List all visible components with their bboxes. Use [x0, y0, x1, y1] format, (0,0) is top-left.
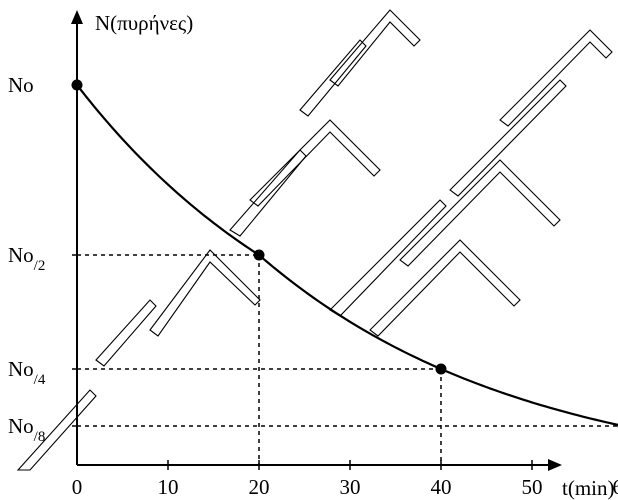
y-tick-label: No/8	[8, 414, 45, 445]
watermark-stroke	[499, 29, 613, 127]
watermark-stroke	[329, 199, 447, 317]
x-tick-label: 60	[613, 475, 618, 499]
watermark-stroke	[369, 239, 521, 337]
y-tick-label: No	[8, 73, 34, 97]
x-tick-labels: 0 10 20 30 40 50 60	[72, 460, 618, 499]
x-tick-label: 40	[431, 475, 452, 499]
axes	[71, 10, 562, 471]
x-tick-label: 50	[522, 475, 543, 499]
watermark-stroke	[149, 249, 261, 337]
data-points	[71, 79, 618, 429]
x-tick-label: 20	[249, 475, 270, 499]
data-point	[435, 363, 447, 375]
watermark-stroke	[229, 149, 307, 237]
watermark-stroke	[329, 9, 421, 87]
y-axis-label: N(πυρήνες)	[95, 11, 193, 35]
watermark-stroke	[16, 389, 97, 471]
watermark-stroke	[399, 159, 561, 267]
y-tick-label: No/2	[8, 243, 45, 274]
y-tick-labels: No No/2 No/4 No/8	[8, 73, 77, 445]
watermark	[16, 9, 613, 471]
decay-curve-path	[76, 84, 618, 427]
dashed-guides	[77, 254, 618, 465]
watermark-stroke	[449, 79, 567, 197]
decay-curve	[76, 84, 618, 427]
x-axis-arrow	[548, 459, 562, 471]
watermark-stroke	[249, 119, 381, 207]
data-point	[253, 249, 265, 261]
y-tick-label: No/4	[8, 357, 46, 388]
watermark-stroke	[95, 299, 157, 367]
x-tick-label: 10	[158, 475, 179, 499]
y-axis-arrow	[71, 10, 83, 24]
watermark-stroke	[299, 39, 367, 117]
x-tick-label: 30	[340, 475, 361, 499]
x-tick-label: 0	[72, 475, 83, 499]
x-axis-label: t(min)	[562, 476, 615, 500]
